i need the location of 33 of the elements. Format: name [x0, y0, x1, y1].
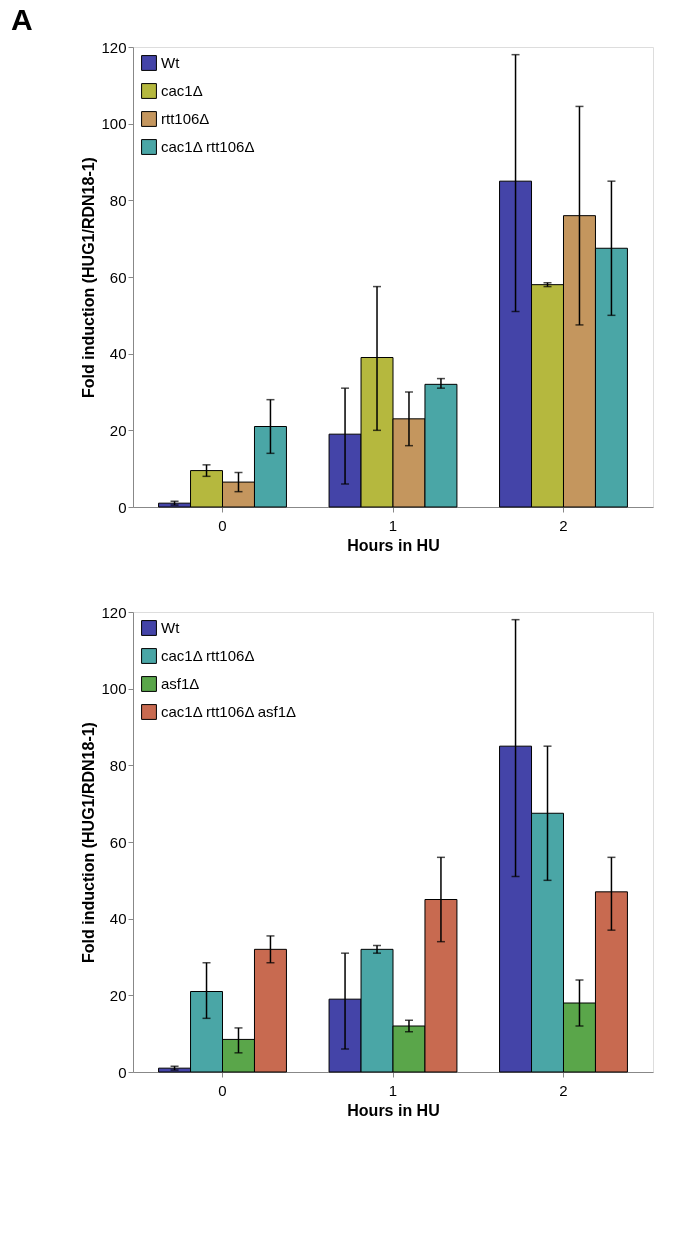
legend-label: rtt106Δ: [161, 110, 210, 127]
chart-title: A: [10, 3, 33, 36]
x-tick-label: 2: [559, 516, 568, 534]
y-tick-label: 20: [109, 421, 127, 439]
legend-label: asf1Δ: [161, 675, 200, 692]
y-tick-label: 40: [109, 345, 127, 363]
y-tick-label: 20: [109, 986, 127, 1004]
y-tick-label: 80: [109, 756, 127, 774]
y-axis-title: Fold induction (HUG1/RDN18-1): [80, 157, 98, 398]
y-tick-label: 120: [101, 38, 127, 56]
y-tick-label: 0: [118, 498, 127, 516]
legend-label: cac1Δ: [161, 82, 203, 99]
x-tick-label: 2: [559, 1081, 568, 1099]
x-tick-label: 1: [388, 516, 398, 534]
y-tick-label: 100: [101, 680, 127, 698]
y-tick-label: 40: [109, 910, 127, 928]
legend-label: cac1Δ rtt106Δ asf1Δ: [161, 703, 297, 720]
legend-label: cac1Δ rtt106Δ: [161, 138, 255, 155]
legend-label: cac1Δ rtt106Δ: [161, 647, 255, 664]
y-tick-label: 60: [109, 833, 127, 851]
legend-label: Wt: [161, 54, 181, 71]
y-tick-label: 60: [109, 268, 127, 286]
x-axis-title: Hours in HU: [347, 1101, 440, 1119]
y-axis-title: Fold induction (HUG1/RDN18-1): [80, 722, 98, 963]
x-axis-title: Hours in HU: [347, 536, 440, 554]
y-tick-label: 80: [109, 191, 127, 209]
x-tick-label: 0: [218, 516, 227, 534]
legend-label: Wt: [161, 619, 181, 636]
x-tick-label: 0: [218, 1081, 227, 1099]
y-tick-label: 0: [118, 1063, 127, 1081]
x-tick-label: 1: [388, 1081, 398, 1099]
y-tick-label: 100: [101, 115, 127, 133]
y-tick-label: 120: [101, 603, 127, 621]
